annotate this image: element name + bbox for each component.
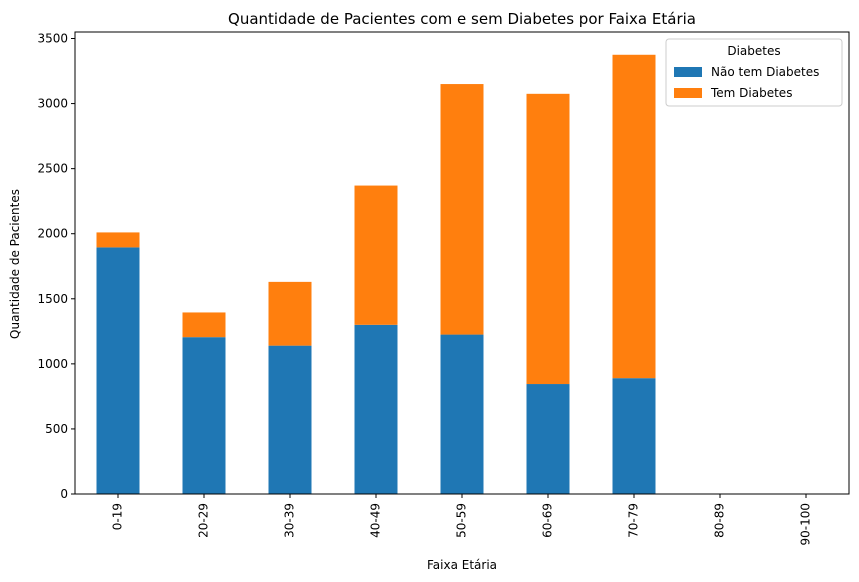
y-tick-label: 2000 [37,227,68,241]
bar-50-59-series-0 [440,334,484,494]
plot-frame [74,31,850,495]
legend-label-0: Não tem Diabetes [711,65,819,79]
y-axis-label: Quantidade de Pacientes [8,189,22,339]
x-tick-label: 20-29 [197,503,211,538]
bar-20-29-series-0 [182,337,226,494]
bar-40-49-series-0 [354,324,398,494]
bar-50-59-series-1 [440,84,484,335]
bar-60-69-series-1 [526,93,570,385]
x-tick-label: 80-89 [713,503,727,538]
y-tick-label: 1000 [37,357,68,371]
x-tick-label: 40-49 [369,503,383,538]
bar-0-19-series-1 [96,232,140,248]
legend: Diabetes Não tem Diabetes Tem Diabetes [665,38,843,107]
y-tick-label: 2500 [37,162,68,176]
y-tick-label: 3500 [37,32,68,46]
bar-30-39-series-0 [268,345,312,494]
x-tick-label: 60-69 [541,503,555,538]
legend-swatch-1 [674,88,702,98]
x-tick-label: 90-100 [799,503,813,546]
x-tick-label: 0-19 [111,503,125,530]
bar-70-79-series-1 [612,54,656,379]
y-tick-label: 3000 [37,97,68,111]
y-tick-label: 0 [60,487,68,501]
legend-label-1: Tem Diabetes [710,86,792,100]
x-tick-label: 50-59 [455,503,469,538]
x-tick-label: 70-79 [627,503,641,538]
legend-box [665,38,843,107]
y-tick-label: 500 [45,422,68,436]
bar-20-29-series-1 [182,312,226,338]
bar-30-39-series-1 [268,281,312,346]
bar-0-19-series-0 [96,247,140,494]
bar-70-79-series-0 [612,378,656,494]
legend-title: Diabetes [727,44,780,58]
x-axis-label: Faixa Etária [427,558,497,572]
chart-title: Quantidade de Pacientes com e sem Diabet… [228,10,696,28]
bar-60-69-series-0 [526,384,570,494]
y-tick-label: 1500 [37,292,68,306]
x-tick-label: 30-39 [283,503,297,538]
plot-area: 0-19 20-29 30-39 40-49 50-59 60-69 70-79 80-89 9… [37,31,850,546]
bar-40-49-series-1 [354,185,398,325]
legend-swatch-0 [674,67,702,77]
